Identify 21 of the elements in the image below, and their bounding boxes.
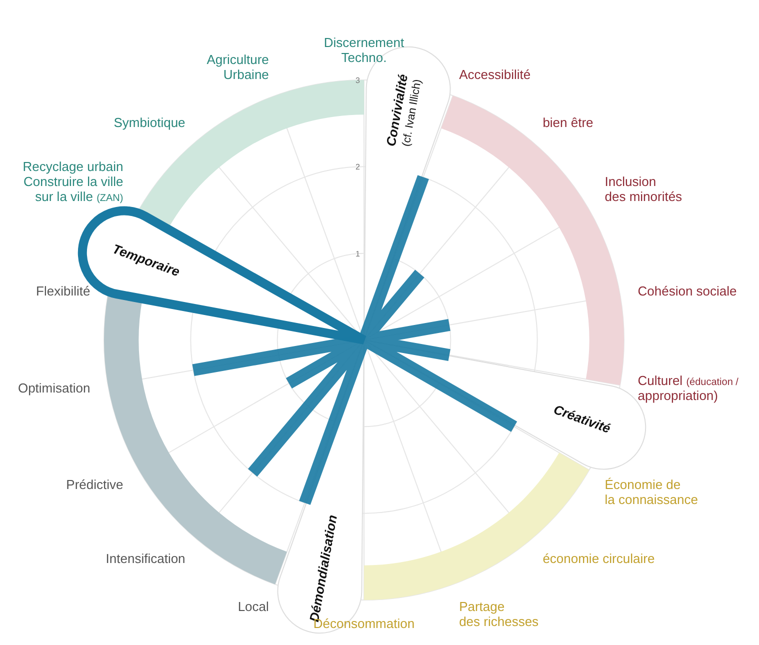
spoke-label: Discernement Techno. bbox=[324, 35, 404, 65]
y-tick-label: 3 bbox=[356, 76, 361, 85]
spoke-label: Intensification bbox=[106, 550, 186, 566]
spoke-label: Accessibilité bbox=[459, 66, 531, 82]
spoke-label: Prédictive bbox=[66, 477, 124, 492]
spoke-label: Symbiotique bbox=[114, 115, 186, 130]
spoke-label: Inclusion des minorités bbox=[604, 174, 683, 204]
spoke-label: Local bbox=[238, 599, 270, 614]
spoke-label: Flexibilité bbox=[36, 284, 90, 299]
spoke-label: économie circulaire bbox=[542, 550, 655, 566]
spoke-label: Recyclage urbain Construire la ville sur la ville (ZAN) bbox=[22, 159, 124, 204]
spoke-label: Optimisation bbox=[18, 380, 90, 396]
spoke-label: Culturel (éducation / appropriation) bbox=[638, 372, 739, 403]
spoke-label: Agriculture Urbaine bbox=[206, 52, 269, 82]
spoke-label: Partage des richesses bbox=[459, 599, 540, 630]
spoke-label: bien être bbox=[542, 115, 594, 130]
spoke-label: Cohésion sociale bbox=[638, 284, 737, 299]
y-tick-label: 1 bbox=[356, 249, 361, 258]
y-tick-label: 2 bbox=[356, 162, 361, 172]
spoke-label: Économie de la connaissance bbox=[604, 477, 698, 507]
text: Convivialité (cf. Ivan Illich) bbox=[383, 72, 424, 148]
